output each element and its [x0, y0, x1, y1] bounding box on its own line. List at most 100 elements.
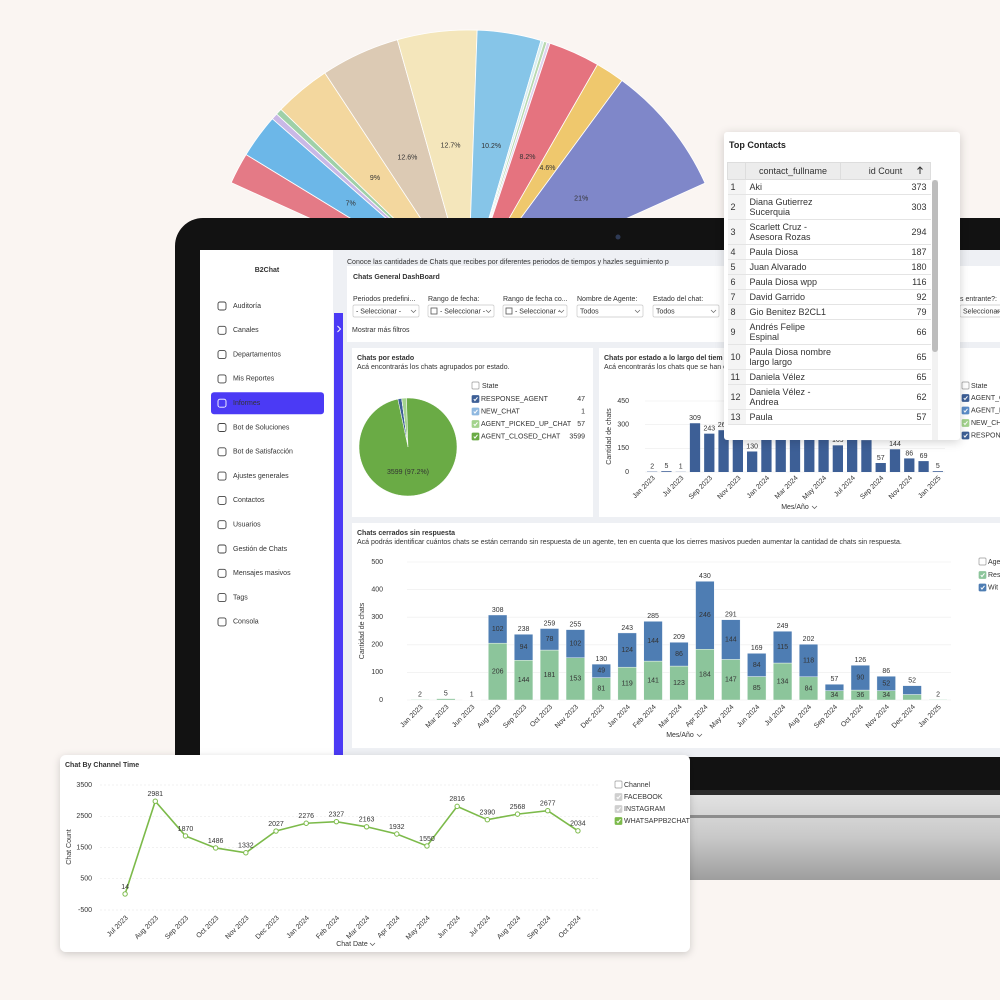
menu-item[interactable]: Bot de Soluciones [233, 424, 290, 431]
table-cell: 8 [727, 304, 746, 320]
filter-select[interactable] [652, 304, 720, 318]
segment-label: 36 [856, 692, 864, 699]
point-label: 1332 [238, 843, 254, 850]
bar-value-label: 5 [664, 463, 668, 470]
table-cell: 9 [727, 319, 746, 345]
total-label: 209 [673, 634, 685, 641]
table-row: 12 Daniela Vélez - Andrea 62 [727, 384, 931, 410]
menu-item[interactable]: Informes [233, 400, 261, 407]
menu-icon [217, 325, 227, 335]
segment-label: 115 [777, 644, 788, 651]
bar-segment [876, 676, 896, 691]
menu-item[interactable]: Gestión de Chats [233, 546, 288, 553]
table-row: 3 Scarlett Cruz - Asesora Rozas 294 [727, 219, 931, 245]
total-label: 1 [470, 692, 474, 699]
menu-item[interactable]: Departamentos [233, 351, 281, 358]
check-icon [963, 383, 968, 388]
y-tick-label: 500 [371, 559, 383, 566]
table-cell: 5 [727, 259, 746, 275]
legend-title: Channel [624, 782, 651, 789]
point [394, 831, 400, 837]
table-cell: Andrés Felipe Espinal [745, 319, 841, 345]
table-cell: 116 [840, 274, 931, 290]
table-cell: 65 [840, 369, 931, 385]
point [575, 828, 581, 834]
y-tick-label: 0 [379, 697, 383, 704]
bar-segment [539, 628, 560, 651]
scrollbar-thumb[interactable] [932, 180, 938, 352]
bar-segment [410, 699, 430, 701]
point-label: 2981 [147, 791, 163, 798]
legend-label: Wit [988, 584, 998, 591]
more-filters-link[interactable]: Mostrar más filtros [352, 327, 410, 334]
filter-label: s entrante?: [960, 296, 997, 303]
point-label: 1870 [178, 826, 194, 833]
filter-select[interactable] [352, 304, 420, 318]
menu-item[interactable]: Usuarios [233, 522, 261, 529]
filter-select[interactable] [502, 304, 568, 318]
menu-item[interactable]: Consola [233, 619, 259, 626]
table-cell: Paula Diosa wpp [745, 274, 841, 290]
segment-label: 147 [725, 677, 737, 684]
table-cell: 1 [727, 179, 746, 195]
card-title: Top Contacts [729, 140, 786, 150]
total-label: 249 [777, 623, 789, 630]
chart-title: Chats por estado a lo largo del tiem [604, 355, 723, 362]
legend-title: Age [988, 559, 1000, 566]
filter-value: Todos [656, 308, 675, 315]
menu-item[interactable]: Mensajes masivos [233, 570, 291, 577]
menu-item[interactable]: Contactos [233, 497, 265, 504]
segment-label: 118 [803, 657, 814, 664]
check-icon [980, 559, 985, 564]
bar-segment [488, 614, 508, 644]
active-item[interactable] [211, 392, 324, 415]
bar [789, 439, 801, 472]
table-cell: 187 [840, 244, 931, 260]
point-label: 2276 [298, 813, 314, 820]
menu-item[interactable]: Tags [233, 594, 248, 601]
filter-select[interactable] [959, 304, 1000, 318]
column-header[interactable]: id Count [840, 162, 931, 180]
sort-icon[interactable] [916, 166, 924, 175]
menu-item[interactable]: Ajustes generales [233, 473, 289, 480]
menu-item[interactable]: Mis Reportes [233, 376, 275, 383]
point-label: 2816 [449, 796, 465, 803]
menu-icon [217, 447, 227, 457]
chart-subtitle: Acá podrás identificar cuántos chats se … [357, 539, 902, 546]
bar-value-label: 57 [877, 455, 885, 462]
segment-label: 94 [520, 644, 528, 651]
filter-label: Estado del chat: [653, 296, 703, 303]
legend-label: FACEBOOK [624, 794, 663, 801]
filter-value: Todos [580, 308, 599, 315]
legend-value: 1 [581, 408, 585, 415]
menu-item[interactable]: Canales [233, 327, 259, 334]
segment-label: 206 [492, 668, 504, 675]
caret-icon [710, 309, 717, 313]
point [212, 845, 219, 851]
menu-item[interactable]: Auditoría [233, 303, 261, 310]
bar-segment [928, 699, 948, 701]
check-icon [473, 434, 478, 439]
collapse-bar[interactable] [334, 313, 343, 757]
y-tick-label: 300 [371, 614, 383, 621]
point-label: 2327 [329, 812, 345, 819]
y-tick-label: 0 [625, 469, 629, 476]
legend-label: NEW_CHAT [971, 420, 1000, 427]
y-axis-label: Chat Count [66, 829, 73, 864]
point-label: 1932 [389, 824, 405, 831]
chart-title: Chat By Channel Time [65, 762, 139, 769]
logo: B2Chat [255, 267, 280, 274]
menu-icon [217, 423, 227, 432]
x-axis-label: Chat Date [336, 941, 368, 948]
column-header[interactable]: contact_fullname [745, 162, 841, 180]
point [363, 824, 370, 830]
total-label: 169 [751, 645, 763, 652]
point-label: 1486 [208, 838, 224, 845]
segment-label: 144 [725, 636, 737, 643]
menu-item[interactable]: Bot de Satisfacción [233, 449, 293, 456]
point-label: 2027 [268, 821, 284, 828]
x-axis-label: Mes/Año [666, 732, 694, 739]
filter-select[interactable] [427, 304, 495, 318]
filter-select[interactable] [576, 304, 644, 318]
